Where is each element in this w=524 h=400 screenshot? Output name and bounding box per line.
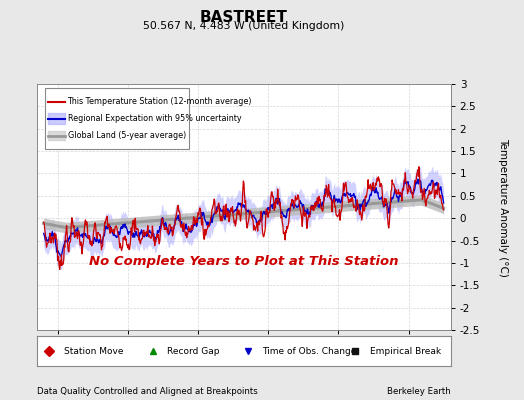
Text: No Complete Years to Plot at This Station: No Complete Years to Plot at This Statio… xyxy=(89,255,398,268)
Text: Station Move: Station Move xyxy=(63,346,123,356)
Text: BASTREET: BASTREET xyxy=(200,10,288,25)
Text: Berkeley Earth: Berkeley Earth xyxy=(387,387,451,396)
Y-axis label: Temperature Anomaly (°C): Temperature Anomaly (°C) xyxy=(498,138,508,276)
Text: This Temperature Station (12-month average): This Temperature Station (12-month avera… xyxy=(68,97,252,106)
Text: Time of Obs. Change: Time of Obs. Change xyxy=(263,346,357,356)
Text: Regional Expectation with 95% uncertainty: Regional Expectation with 95% uncertaint… xyxy=(68,114,241,123)
Text: 50.567 N, 4.483 W (United Kingdom): 50.567 N, 4.483 W (United Kingdom) xyxy=(143,21,344,31)
Text: Empirical Break: Empirical Break xyxy=(370,346,441,356)
FancyBboxPatch shape xyxy=(45,88,189,149)
Text: Global Land (5-year average): Global Land (5-year average) xyxy=(68,131,186,140)
Text: Data Quality Controlled and Aligned at Breakpoints: Data Quality Controlled and Aligned at B… xyxy=(37,387,257,396)
Text: Record Gap: Record Gap xyxy=(167,346,220,356)
